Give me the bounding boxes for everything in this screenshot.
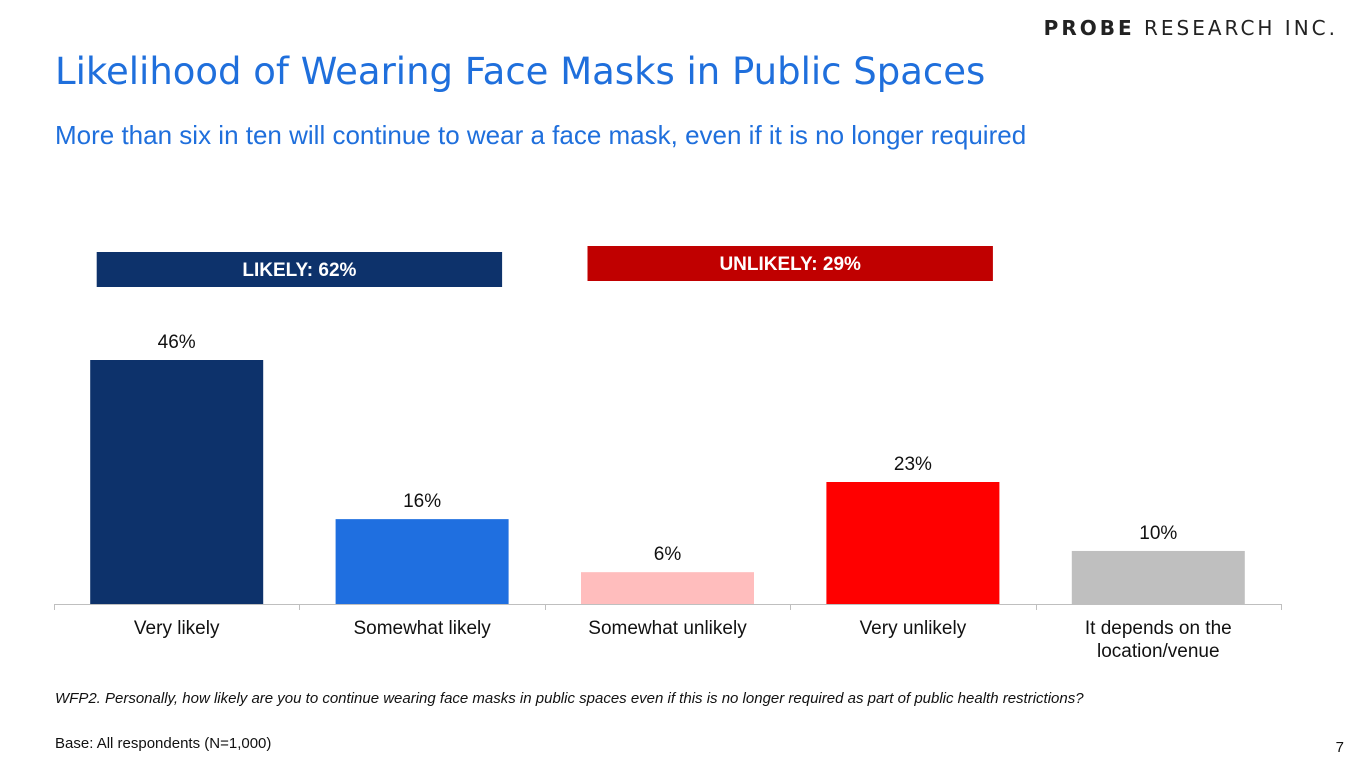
logo-brand: PROBE bbox=[1043, 16, 1135, 40]
bar-very-likely bbox=[90, 360, 264, 604]
data-label-very-unlikely: 23% bbox=[894, 454, 932, 475]
company-logo: PROBE RESEARCH INC. bbox=[1044, 16, 1338, 40]
logo-rest: RESEARCH INC. bbox=[1144, 16, 1338, 40]
banner-label-likely-62: LIKELY: 62% bbox=[242, 260, 356, 281]
bar-very-unlikely bbox=[826, 482, 1000, 604]
page-number: 7 bbox=[1335, 739, 1344, 756]
data-label-very-likely: 46% bbox=[158, 332, 196, 353]
data-label-somewhat-likely: 16% bbox=[403, 491, 441, 512]
page-subtitle: More than six in ten will continue to we… bbox=[55, 120, 1027, 150]
category-label-somewhat-unlikely: Somewhat unlikely bbox=[588, 618, 747, 639]
data-label-it-depends-on-the-location-venue: 10% bbox=[1139, 523, 1177, 544]
category-label-very-likely: Very likely bbox=[134, 618, 220, 639]
banner-label-unlikely-29: UNLIKELY: 29% bbox=[719, 254, 861, 275]
category-label-somewhat-likely: Somewhat likely bbox=[353, 618, 491, 639]
base-note: Base: All respondents (N=1,000) bbox=[55, 735, 272, 752]
banner-likely-62 bbox=[96, 252, 503, 287]
bar-somewhat-unlikely bbox=[581, 572, 754, 604]
question-footnote: WFP2. Personally, how likely are you to … bbox=[55, 690, 1084, 707]
banner-unlikely-29 bbox=[587, 246, 993, 281]
category-label-it-depends-on-the-location-venue: It depends on the location/venue bbox=[1085, 618, 1232, 662]
bar-somewhat-likely bbox=[335, 519, 509, 604]
data-label-somewhat-unlikely: 6% bbox=[654, 544, 682, 565]
page-title: Likelihood of Wearing Face Masks in Publ… bbox=[55, 50, 986, 93]
bar-it-depends-on-the-location-venue bbox=[1071, 550, 1245, 604]
category-label-very-unlikely: Very unlikely bbox=[860, 618, 967, 639]
